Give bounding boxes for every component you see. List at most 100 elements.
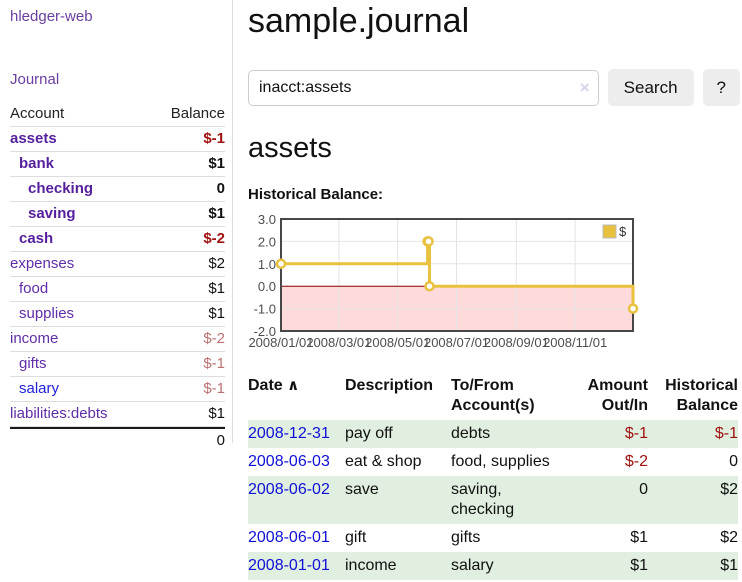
account-balance: $-2 (203, 330, 225, 347)
transaction-amount: 0 (639, 481, 648, 498)
account-link[interactable]: saving (28, 205, 76, 222)
transaction-amount: $-2 (624, 453, 648, 470)
account-balance: $2 (208, 255, 225, 272)
transaction-row: 2008-06-02 save saving, checking 0 $2 (248, 476, 738, 524)
column-header-accounts: To/From Account(s) (451, 377, 535, 414)
transaction-balance: 0 (729, 453, 738, 470)
account-link[interactable]: expenses (10, 255, 75, 272)
account-link[interactable]: assets (10, 130, 57, 147)
transaction-description: pay off (345, 425, 393, 442)
search-input[interactable] (248, 69, 599, 106)
svg-text:-2.0: -2.0 (254, 324, 276, 339)
transaction-accounts: gifts (451, 529, 481, 546)
transaction-description: gift (345, 529, 367, 546)
transactions-table: Date ∧ Description To/From Account(s) Am… (248, 372, 738, 580)
account-balance: $-1 (203, 355, 225, 372)
account-row: expenses $2 (10, 252, 225, 277)
account-balance: $-1 (203, 380, 225, 397)
account-balance: $1 (208, 205, 225, 222)
account-balance: $-2 (203, 230, 225, 247)
accounts-table: Account Balance assets $-1 bank $1 checking 0… (10, 102, 225, 453)
transaction-balance: $-1 (714, 425, 738, 442)
transaction-description: eat & shop (345, 453, 422, 470)
account-link[interactable]: food (19, 280, 49, 297)
transactions-header-row: Date ∧ Description To/From Account(s) Am… (248, 372, 738, 420)
account-balance: $-1 (203, 130, 225, 147)
transaction-date-link[interactable]: 2008-01-01 (248, 557, 330, 574)
account-balance: $1 (208, 305, 225, 322)
account-row: food $1 (10, 277, 225, 302)
accounts-rows: assets $-1 bank $1 checking 0 saving $1 cash $-2 e… (10, 127, 225, 427)
account-balance: $1 (208, 155, 225, 172)
transaction-row: 2008-06-03 eat & shop food, supplies $-2 0 (248, 448, 738, 476)
account-row: bank $1 (10, 152, 225, 177)
help-button[interactable]: ? (702, 69, 740, 106)
accounts-total-row: 0 (10, 427, 225, 453)
transaction-accounts: saving, checking (451, 481, 515, 518)
chart-svg: $3.0 2.0 1.0 0.0 -1.0 -2.02008/01/012008/03/0… (248, 212, 639, 350)
svg-text:2008/07/01: 2008/07/01 (424, 335, 489, 350)
account-link[interactable]: gifts (19, 355, 47, 372)
search-button[interactable]: Search (607, 69, 694, 106)
accounts-header-account: Account (10, 105, 65, 122)
account-row: cash $-2 (10, 227, 225, 252)
transaction-description: income (345, 557, 397, 574)
column-header-amount: Amount Out/In (587, 377, 648, 414)
transaction-amount: $1 (630, 557, 648, 574)
svg-text:$: $ (619, 224, 627, 239)
transaction-accounts: salary (451, 557, 494, 574)
account-link[interactable]: bank (19, 155, 55, 172)
account-row: checking 0 (10, 177, 225, 202)
page-title: sample.journal (248, 2, 470, 40)
account-balance: 0 (216, 180, 225, 197)
account-row: assets $-1 (10, 127, 225, 152)
column-header-description: Description (345, 377, 434, 394)
transaction-accounts: debts (451, 425, 491, 442)
svg-text:2008/03/01: 2008/03/01 (306, 335, 371, 350)
column-header-balance: Historical Balance (665, 377, 738, 414)
transaction-description: save (345, 481, 379, 498)
svg-text:2008/01/01: 2008/01/01 (248, 335, 313, 350)
transaction-row: 2008-06-01 gift gifts $1 $2 (248, 524, 738, 552)
account-balance: $1 (208, 405, 225, 422)
account-balance: $1 (208, 280, 225, 297)
sidebar-item-journal[interactable]: Journal (10, 71, 60, 88)
svg-text:2008/09/01: 2008/09/01 (484, 335, 549, 350)
svg-text:0.0: 0.0 (258, 279, 276, 294)
transaction-balance: $1 (720, 557, 738, 574)
svg-text:3.0: 3.0 (258, 212, 276, 227)
account-row: saving $1 (10, 202, 225, 227)
svg-text:1.0: 1.0 (258, 257, 276, 272)
search-input-wrap: × (248, 69, 599, 106)
account-row: liabilities:debts $1 (10, 402, 225, 427)
search-bar: × Search ? (248, 69, 740, 106)
column-header-date[interactable]: Date ∧ (248, 372, 345, 420)
transaction-date-link[interactable]: 2008-06-03 (248, 453, 330, 470)
account-link[interactable]: supplies (19, 305, 75, 322)
account-link[interactable]: liabilities:debts (10, 405, 108, 422)
account-row: salary $-1 (10, 377, 225, 402)
svg-text:2008/05/01: 2008/05/01 (365, 335, 430, 350)
transaction-balance: $2 (720, 481, 738, 498)
accounts-total-value: 0 (216, 432, 225, 449)
transaction-balance: $2 (720, 529, 738, 546)
transaction-accounts: food, supplies (451, 453, 550, 470)
account-link[interactable]: cash (19, 230, 54, 247)
transaction-row: 2008-12-31 pay off debts $-1 $-1 (248, 420, 738, 448)
svg-text:2008/11/01: 2008/11/01 (543, 335, 607, 350)
account-heading: assets (248, 132, 332, 164)
transaction-date-link[interactable]: 2008-06-02 (248, 481, 330, 498)
transaction-date-link[interactable]: 2008-12-31 (248, 425, 330, 442)
sort-ascending-icon: ∧ (287, 377, 299, 394)
account-row: gifts $-1 (10, 352, 225, 377)
svg-text:-1.0: -1.0 (254, 302, 276, 317)
app-brand-link[interactable]: hledger-web (10, 8, 93, 25)
transaction-date-link[interactable]: 2008-06-01 (248, 529, 330, 546)
account-link[interactable]: income (10, 330, 59, 347)
clear-search-icon[interactable]: × (579, 77, 590, 97)
transaction-amount: $-1 (624, 425, 648, 442)
accounts-header-balance: Balance (170, 105, 225, 122)
account-link[interactable]: checking (28, 180, 94, 197)
chart-title: Historical Balance: (248, 186, 384, 203)
account-link[interactable]: salary (19, 380, 60, 397)
